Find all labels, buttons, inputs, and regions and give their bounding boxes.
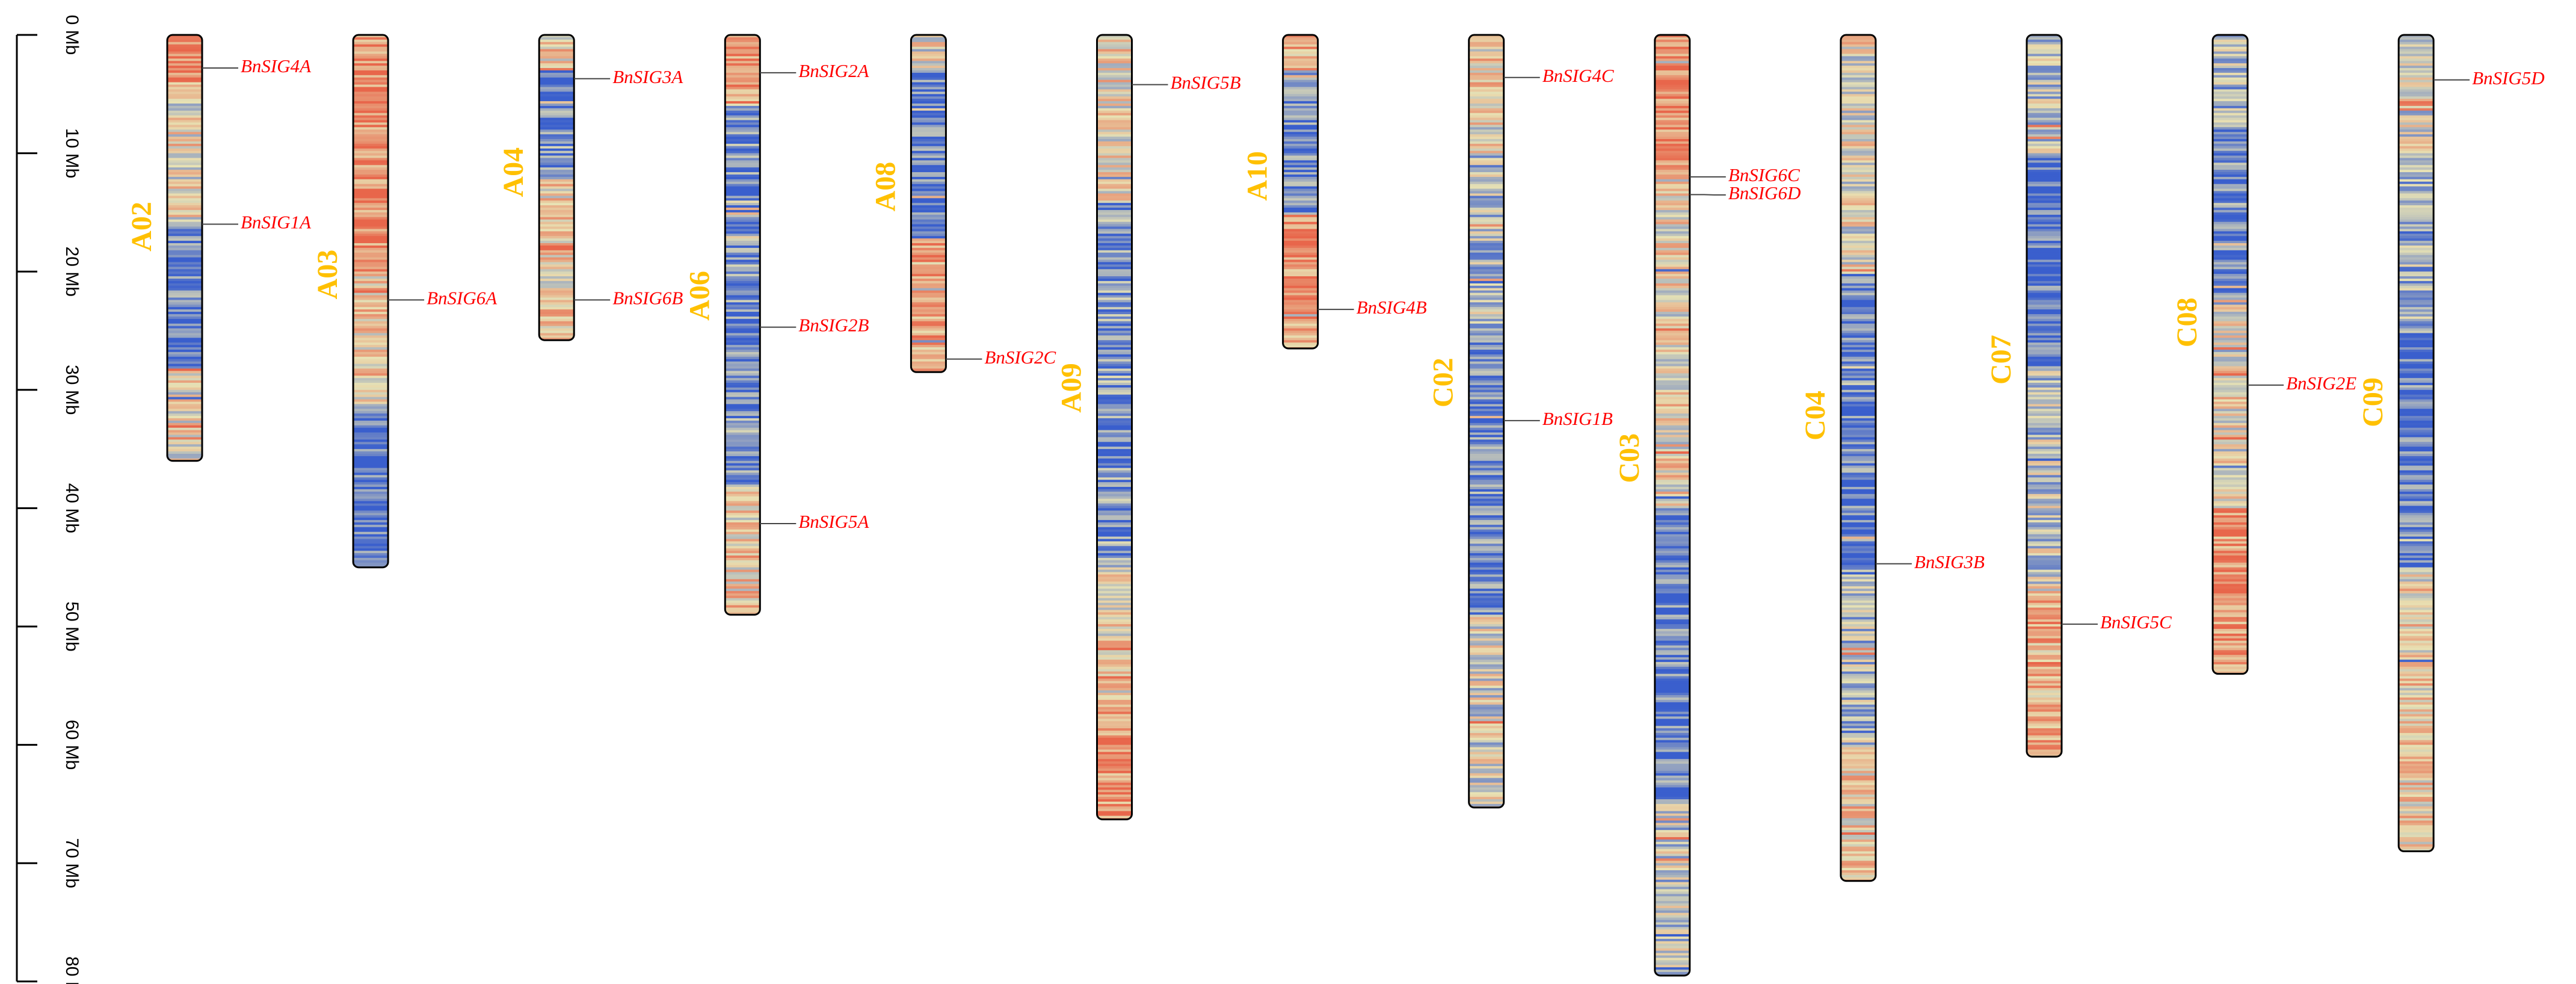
chromosome-a06: A06 BnSIG2A BnSIG2B BnSIG5A	[683, 34, 869, 616]
gene-label: BnSIG5A	[798, 511, 869, 532]
density-bands	[539, 35, 575, 341]
axis-tick-label: 10 Mb	[62, 128, 82, 178]
scale-axis: 0 Mb 10 Mb 20 Mb 30 Mb 40 Mb 50 Mb 60 Mb 70 Mb 8…	[16, 15, 82, 984]
gene-label: BnSIG6A	[427, 287, 498, 308]
chromosome-label: C04	[1799, 391, 1831, 441]
chromosome-outline	[1840, 34, 1877, 882]
gene-marker-line	[1689, 194, 1726, 196]
chromosome-c08: C08 BnSIG2E	[2171, 34, 2356, 675]
chromosome-outline	[166, 34, 203, 462]
chromosome-label: C09	[2357, 377, 2389, 427]
gene-label: BnSIG4A	[241, 55, 312, 76]
axis-tick-label: 50 Mb	[62, 601, 82, 651]
gene-label: BnSIG2B	[798, 315, 869, 336]
density-bands	[353, 35, 389, 568]
gene-label: BnSIG1A	[241, 212, 312, 233]
chromosome-c07: C07 BnSIG5C	[1985, 34, 2172, 758]
chromosome-a10: A10 BnSIG4B	[1242, 34, 1427, 350]
gene-label: BnSIG6D	[1728, 182, 1801, 203]
axis-tick-label: 0 Mb	[62, 15, 82, 55]
density-bands	[2399, 35, 2434, 852]
chromosome-label: A09	[1056, 363, 1088, 413]
chromosome-label: A02	[126, 202, 158, 252]
chromosome-label: A10	[1242, 151, 1274, 201]
chromosome-label: C07	[1985, 335, 2017, 385]
gene-label: BnSIG6B	[612, 287, 683, 308]
axis-tick-label: 60 Mb	[62, 720, 82, 770]
chromosome-a08: A08 BnSIG2C	[869, 34, 1056, 373]
chromosome-outline	[910, 34, 947, 373]
chromosome-outline	[538, 34, 575, 341]
chromosome-label: C03	[1613, 433, 1645, 483]
chromosome-outline	[1282, 34, 1319, 350]
chromosome-c02: C02 BnSIG4C BnSIG1B	[1428, 34, 1614, 809]
gene-label: BnSIG6C	[1728, 164, 1800, 185]
chromosome-outline	[1654, 34, 1691, 977]
gene-label: BnSIG3A	[612, 66, 683, 87]
density-bands	[1840, 35, 1876, 881]
axis-tick-label: 20 Mb	[62, 247, 82, 297]
gene-label: BnSIG4B	[1357, 297, 1427, 318]
density-bands	[1654, 35, 1690, 976]
chromosome-c04: C04 BnSIG3B	[1799, 34, 1985, 882]
chromosome-label: A04	[498, 147, 529, 197]
chromosome-a04: A04 BnSIG3A BnSIG6B	[498, 34, 683, 341]
gene-label: BnSIG5C	[2100, 611, 2172, 633]
gene-label: BnSIG3B	[1914, 551, 1985, 572]
chromosome-c09: C09 BnSIG5D	[2357, 34, 2545, 853]
density-bands	[725, 35, 760, 615]
gene-label: BnSIG2E	[2286, 373, 2356, 394]
chromosome-label: C08	[2171, 297, 2203, 347]
chromosome-outline	[1096, 34, 1133, 820]
axis-tick-label: 80 Mb	[62, 956, 82, 984]
gene-label: BnSIG1B	[1542, 408, 1613, 429]
axis-tick-label: 40 Mb	[62, 483, 82, 533]
chromosome-outline	[2211, 34, 2249, 675]
chromosome-a02: A02 BnSIG4A BnSIG1A	[126, 34, 312, 462]
gene-label: BnSIG5D	[2472, 67, 2545, 88]
chromosome-label: A03	[312, 250, 344, 300]
gene-label: BnSIG4C	[1542, 65, 1614, 86]
density-bands	[911, 35, 946, 373]
gene-label: BnSIG5B	[1171, 72, 1241, 93]
chromosome-a03: A03 BnSIG6A	[312, 34, 498, 569]
density-bands	[167, 35, 202, 461]
gene-label: BnSIG2C	[984, 347, 1056, 368]
chromosome-outline	[724, 34, 761, 616]
density-bands	[2213, 35, 2248, 674]
chromosome-outline	[352, 34, 389, 569]
chromosome-outline	[2397, 34, 2435, 853]
axis-tick-label: 30 Mb	[62, 365, 82, 415]
density-bands	[1468, 35, 1504, 808]
chromosome-a09: A09 BnSIG5B	[1056, 34, 1241, 820]
gene-label: BnSIG2A	[798, 60, 869, 81]
density-bands	[1097, 35, 1132, 820]
chromosome-label: A08	[869, 162, 901, 212]
axis-tick-label: 70 Mb	[62, 838, 82, 888]
chromosome-label: A06	[683, 271, 715, 321]
density-bands	[2027, 35, 2062, 757]
density-bands	[1283, 35, 1318, 348]
chromosome-outline	[2026, 34, 2063, 758]
chromosome-label: C02	[1428, 357, 1459, 407]
